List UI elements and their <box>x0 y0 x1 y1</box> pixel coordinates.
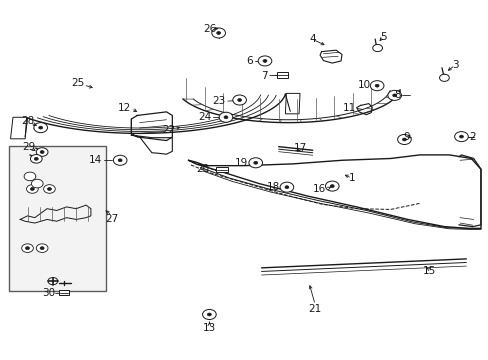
Circle shape <box>459 135 463 138</box>
Circle shape <box>387 90 401 100</box>
Text: 17: 17 <box>293 143 306 153</box>
Circle shape <box>40 150 44 153</box>
Text: 4: 4 <box>309 35 315 44</box>
Text: 11: 11 <box>342 103 355 113</box>
Text: 29: 29 <box>22 141 36 152</box>
Circle shape <box>202 310 216 319</box>
Circle shape <box>36 244 48 252</box>
Circle shape <box>36 148 48 156</box>
Text: 16: 16 <box>312 184 326 194</box>
FancyBboxPatch shape <box>276 72 288 78</box>
Text: 27: 27 <box>105 214 118 224</box>
Text: 28: 28 <box>21 116 34 126</box>
Circle shape <box>40 247 44 249</box>
Circle shape <box>330 185 333 188</box>
Text: 26: 26 <box>203 24 217 34</box>
Circle shape <box>113 155 127 165</box>
Circle shape <box>263 59 266 62</box>
Circle shape <box>30 188 34 190</box>
Circle shape <box>224 116 227 119</box>
Circle shape <box>253 161 257 164</box>
Circle shape <box>439 74 448 81</box>
Text: 1: 1 <box>348 173 354 183</box>
Circle shape <box>248 158 262 168</box>
Text: 6: 6 <box>246 56 253 66</box>
FancyBboxPatch shape <box>9 146 105 291</box>
FancyBboxPatch shape <box>216 167 227 172</box>
Circle shape <box>47 188 51 190</box>
Circle shape <box>219 112 232 122</box>
Circle shape <box>26 185 38 193</box>
Circle shape <box>34 123 47 133</box>
Circle shape <box>30 154 42 163</box>
Text: 7: 7 <box>261 71 267 81</box>
Text: 2: 2 <box>468 132 474 141</box>
Circle shape <box>258 56 271 66</box>
Circle shape <box>392 94 396 97</box>
Text: 18: 18 <box>266 182 279 192</box>
Circle shape <box>24 172 36 181</box>
Circle shape <box>216 32 220 35</box>
Circle shape <box>31 179 43 188</box>
Circle shape <box>48 278 58 285</box>
Circle shape <box>454 132 468 141</box>
Text: 22: 22 <box>162 125 175 135</box>
Text: 3: 3 <box>451 60 458 70</box>
Text: 8: 8 <box>393 90 400 100</box>
Text: 21: 21 <box>308 304 321 314</box>
Circle shape <box>34 157 38 160</box>
Text: 23: 23 <box>212 96 225 106</box>
Circle shape <box>118 159 122 162</box>
Text: 10: 10 <box>357 80 370 90</box>
Text: 30: 30 <box>42 288 55 298</box>
Circle shape <box>21 244 33 252</box>
Text: 15: 15 <box>422 266 435 276</box>
Text: 13: 13 <box>203 324 216 333</box>
Circle shape <box>237 99 241 102</box>
FancyBboxPatch shape <box>59 290 69 295</box>
Text: 25: 25 <box>71 78 84 88</box>
Circle shape <box>402 138 406 141</box>
Text: 14: 14 <box>89 155 102 165</box>
Text: 12: 12 <box>118 103 131 113</box>
Circle shape <box>369 81 383 91</box>
Circle shape <box>25 247 29 249</box>
Circle shape <box>39 126 42 129</box>
Text: 24: 24 <box>198 112 211 122</box>
Circle shape <box>325 181 338 191</box>
Circle shape <box>285 186 288 189</box>
Circle shape <box>374 84 378 87</box>
Circle shape <box>372 44 382 51</box>
Text: 9: 9 <box>403 132 409 141</box>
Text: 20: 20 <box>196 164 209 174</box>
Circle shape <box>280 182 293 192</box>
Circle shape <box>211 28 225 38</box>
Text: 5: 5 <box>379 32 386 41</box>
Circle shape <box>207 313 211 316</box>
Text: 19: 19 <box>235 158 248 168</box>
Circle shape <box>43 185 55 193</box>
Circle shape <box>232 95 246 105</box>
Circle shape <box>397 134 410 144</box>
